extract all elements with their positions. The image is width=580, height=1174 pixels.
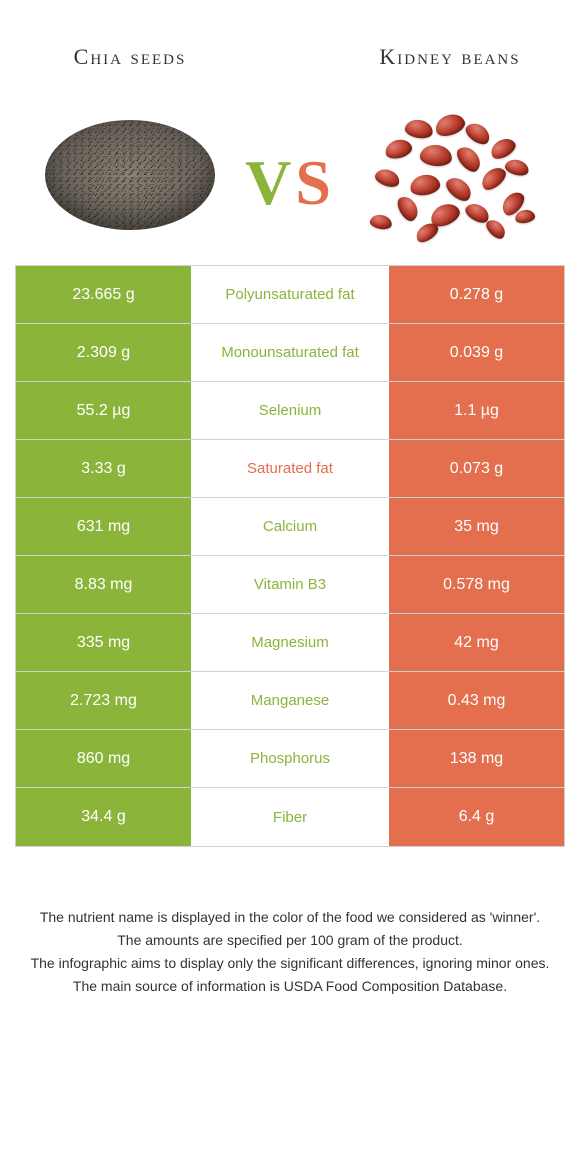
table-row: 23.665 gPolyunsaturated fat0.278 g (16, 266, 564, 324)
table-row: 631 mgCalcium35 mg (16, 498, 564, 556)
vs-v: V (245, 147, 295, 218)
table-row: 8.83 mgVitamin B30.578 mg (16, 556, 564, 614)
left-value: 631 mg (16, 498, 191, 555)
footer-line: The nutrient name is displayed in the co… (30, 907, 550, 928)
table-row: 34.4 gFiber6.4 g (16, 788, 564, 846)
vs-label: VS (245, 146, 335, 220)
nutrient-name: Fiber (191, 788, 389, 846)
right-value: 0.039 g (389, 324, 564, 381)
footer-notes: The nutrient name is displayed in the co… (30, 907, 550, 997)
left-value: 3.33 g (16, 440, 191, 497)
nutrient-name: Polyunsaturated fat (191, 266, 389, 323)
nutrient-name: Phosphorus (191, 730, 389, 787)
kidney-beans-image (360, 105, 540, 245)
left-value: 23.665 g (16, 266, 191, 323)
table-row: 2.309 gMonounsaturated fat0.039 g (16, 324, 564, 382)
left-value: 335 mg (16, 614, 191, 671)
footer-line: The main source of information is USDA F… (30, 976, 550, 997)
right-value: 0.278 g (389, 266, 564, 323)
right-value: 0.43 mg (389, 672, 564, 729)
footer-line: The infographic aims to display only the… (30, 953, 550, 974)
chia-seeds-image (40, 105, 220, 245)
left-value: 8.83 mg (16, 556, 191, 613)
table-row: 335 mgMagnesium42 mg (16, 614, 564, 672)
table-row: 55.2 µgSelenium1.1 µg (16, 382, 564, 440)
right-value: 42 mg (389, 614, 564, 671)
food-right-title: Kidney beans (379, 30, 520, 85)
nutrient-name: Magnesium (191, 614, 389, 671)
left-value: 55.2 µg (16, 382, 191, 439)
food-left: Chia seeds (30, 30, 230, 245)
left-value: 860 mg (16, 730, 191, 787)
right-value: 0.578 mg (389, 556, 564, 613)
nutrient-name: Monounsaturated fat (191, 324, 389, 381)
left-value: 34.4 g (16, 788, 191, 846)
table-row: 2.723 mgManganese0.43 mg (16, 672, 564, 730)
left-value: 2.309 g (16, 324, 191, 381)
nutrient-name: Saturated fat (191, 440, 389, 497)
table-row: 860 mgPhosphorus138 mg (16, 730, 564, 788)
table-row: 3.33 gSaturated fat0.073 g (16, 440, 564, 498)
right-value: 6.4 g (389, 788, 564, 846)
right-value: 1.1 µg (389, 382, 564, 439)
footer-line: The amounts are specified per 100 gram o… (30, 930, 550, 951)
right-value: 0.073 g (389, 440, 564, 497)
nutrient-name: Vitamin B3 (191, 556, 389, 613)
left-value: 2.723 mg (16, 672, 191, 729)
header: Chia seeds VS Kidney beans (0, 0, 580, 245)
infographic: Chia seeds VS Kidney beans 23.665 gPolyu… (0, 0, 580, 997)
food-left-title: Chia seeds (74, 30, 187, 85)
vs-s: S (295, 147, 335, 218)
nutrient-name: Calcium (191, 498, 389, 555)
nutrient-name: Selenium (191, 382, 389, 439)
nutrient-name: Manganese (191, 672, 389, 729)
right-value: 138 mg (389, 730, 564, 787)
comparison-table: 23.665 gPolyunsaturated fat0.278 g2.309 … (15, 265, 565, 847)
right-value: 35 mg (389, 498, 564, 555)
food-right: Kidney beans (350, 30, 550, 245)
